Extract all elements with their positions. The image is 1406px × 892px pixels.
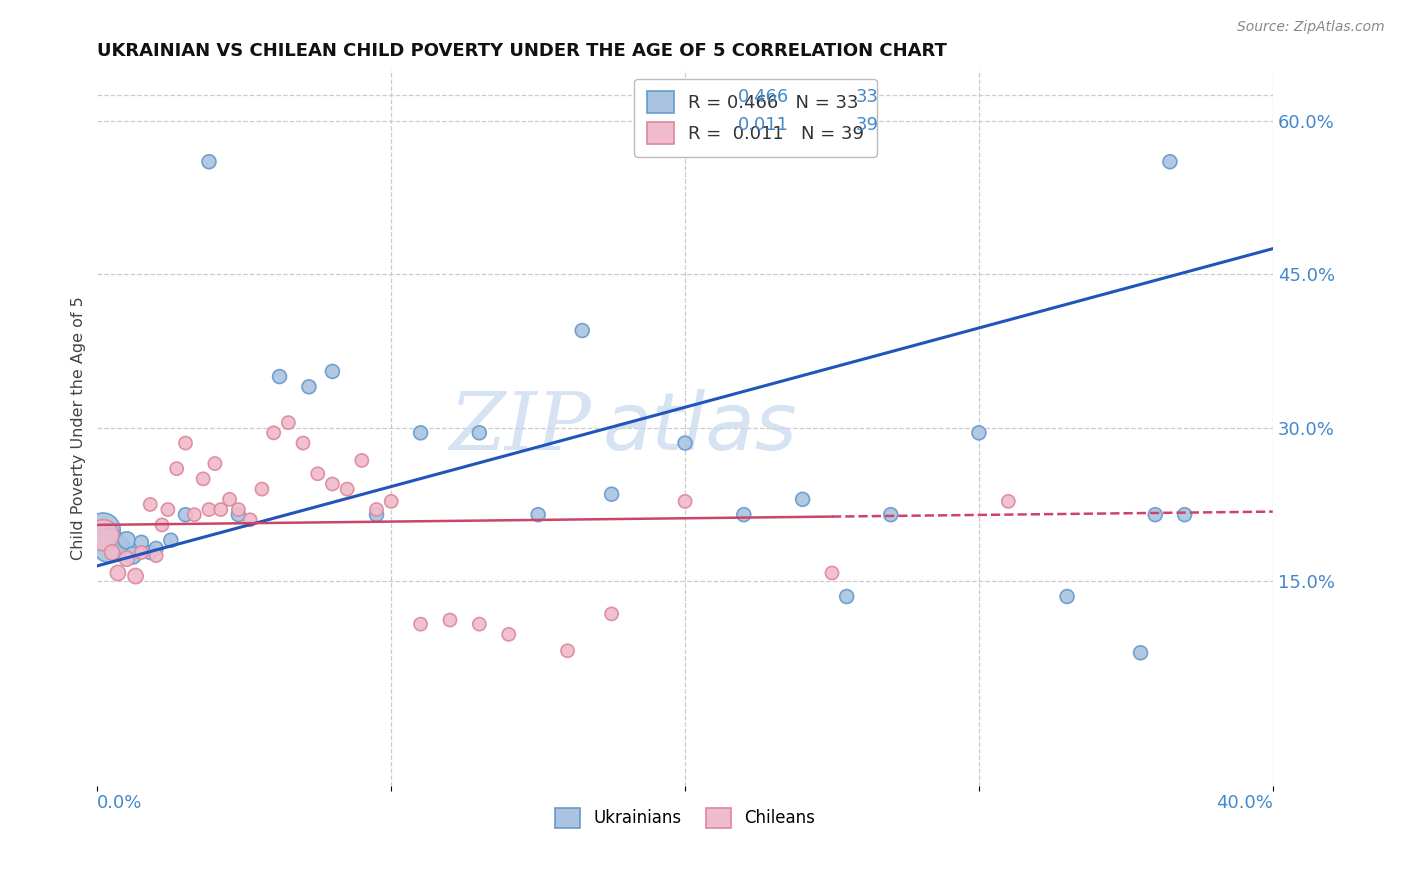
- Point: [263, 425, 285, 440]
- Point: [527, 508, 550, 522]
- Text: 33: 33: [855, 87, 879, 105]
- Point: [250, 482, 273, 496]
- Point: [98, 538, 121, 552]
- Text: 0.0%: 0.0%: [97, 794, 143, 812]
- Legend: Ukrainians, Chileans: Ukrainians, Chileans: [548, 801, 823, 835]
- Text: 0.466: 0.466: [738, 87, 789, 105]
- Point: [107, 566, 129, 580]
- Point: [298, 380, 321, 394]
- Point: [239, 513, 262, 527]
- Point: [198, 154, 221, 169]
- Point: [145, 549, 167, 563]
- Point: [91, 528, 114, 542]
- Y-axis label: Child Poverty Under the Age of 5: Child Poverty Under the Age of 5: [72, 296, 86, 559]
- Point: [1174, 508, 1197, 522]
- Point: [115, 551, 138, 566]
- Point: [156, 502, 179, 516]
- Point: [498, 627, 520, 641]
- Point: [336, 482, 359, 496]
- Point: [366, 502, 388, 516]
- Point: [218, 492, 240, 507]
- Text: atlas: atlas: [603, 389, 797, 467]
- Point: [228, 502, 250, 516]
- Point: [321, 477, 343, 491]
- Point: [174, 436, 197, 450]
- Point: [821, 566, 844, 580]
- Point: [673, 494, 696, 508]
- Point: [139, 498, 162, 512]
- Point: [1159, 154, 1181, 169]
- Point: [269, 369, 291, 384]
- Point: [997, 494, 1019, 508]
- Point: [104, 545, 127, 559]
- Point: [115, 533, 138, 548]
- Point: [198, 502, 221, 516]
- Point: [174, 508, 197, 522]
- Point: [409, 617, 432, 632]
- Text: 39: 39: [855, 116, 879, 134]
- Text: ZIP: ZIP: [450, 389, 591, 467]
- Point: [733, 508, 755, 522]
- Point: [191, 472, 214, 486]
- Text: 40.0%: 40.0%: [1216, 794, 1272, 812]
- Point: [131, 535, 153, 549]
- Point: [131, 545, 153, 559]
- Point: [166, 461, 188, 475]
- Point: [880, 508, 903, 522]
- Point: [145, 541, 167, 556]
- Point: [183, 508, 205, 522]
- Point: [468, 617, 491, 632]
- Point: [139, 545, 162, 559]
- Point: [1056, 590, 1078, 604]
- Point: [409, 425, 432, 440]
- Point: [571, 324, 593, 338]
- Text: 0.011: 0.011: [738, 116, 789, 134]
- Point: [366, 508, 388, 522]
- Point: [292, 436, 315, 450]
- Point: [277, 416, 299, 430]
- Point: [1129, 646, 1152, 660]
- Point: [228, 508, 250, 522]
- Point: [307, 467, 329, 481]
- Point: [835, 590, 858, 604]
- Point: [204, 457, 226, 471]
- Point: [468, 425, 491, 440]
- Point: [124, 569, 146, 583]
- Point: [159, 533, 181, 548]
- Point: [350, 453, 373, 467]
- Point: [600, 487, 623, 501]
- Point: [91, 523, 114, 537]
- Point: [110, 538, 132, 552]
- Point: [1144, 508, 1167, 522]
- Point: [321, 364, 343, 378]
- Point: [967, 425, 990, 440]
- Point: [792, 492, 814, 507]
- Text: Source: ZipAtlas.com: Source: ZipAtlas.com: [1237, 20, 1385, 34]
- Point: [600, 607, 623, 621]
- Point: [673, 436, 696, 450]
- Point: [557, 644, 579, 658]
- Point: [209, 502, 232, 516]
- Point: [121, 549, 143, 563]
- Point: [439, 613, 461, 627]
- Point: [101, 545, 124, 559]
- Point: [380, 494, 402, 508]
- Point: [150, 517, 173, 532]
- Text: UKRAINIAN VS CHILEAN CHILD POVERTY UNDER THE AGE OF 5 CORRELATION CHART: UKRAINIAN VS CHILEAN CHILD POVERTY UNDER…: [97, 42, 948, 60]
